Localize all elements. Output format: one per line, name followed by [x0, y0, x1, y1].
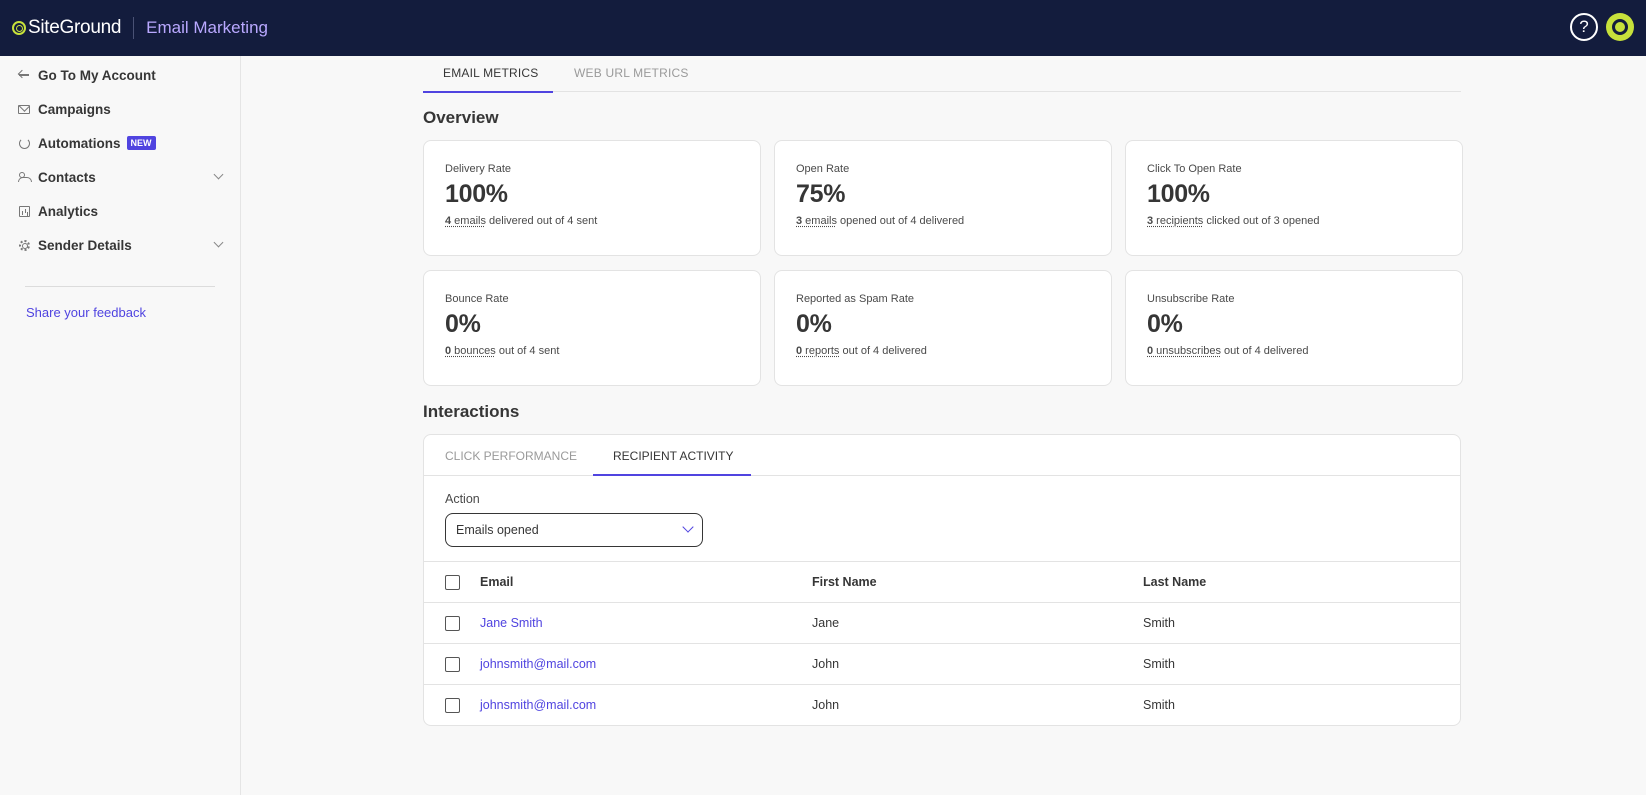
- card-detail: 0 reports out of 4 delivered: [796, 345, 927, 357]
- action-label: Action: [445, 492, 480, 506]
- chevron-down-icon: [682, 521, 694, 533]
- card-label: Open Rate: [796, 163, 850, 175]
- sidebar-item-label: Analytics: [38, 203, 99, 219]
- help-button[interactable]: ?: [1570, 13, 1598, 41]
- overview-title: Overview: [423, 108, 499, 127]
- refresh-icon: [18, 137, 30, 149]
- siteground-logo[interactable]: SiteGround: [12, 17, 121, 39]
- table-row: johnsmith@mail.com John Smith: [424, 684, 1460, 725]
- row-last-name: Smith: [1143, 698, 1175, 712]
- row-email-link[interactable]: johnsmith@mail.com: [480, 657, 597, 671]
- top-header: SiteGround Email Marketing ?: [0, 0, 1646, 56]
- metric-card-delivery-rate: Delivery Rate 100% 4 emails delivered ou…: [423, 140, 761, 256]
- row-first-name: John: [812, 698, 840, 712]
- card-value: 0%: [445, 310, 481, 338]
- card-count-link[interactable]: 0 reports: [796, 345, 840, 357]
- header-divider: [133, 17, 135, 39]
- metric-card-open-rate: Open Rate 75% 3 emails opened out of 4 d…: [774, 140, 1112, 256]
- metric-card-spam-rate: Reported as Spam Rate 0% 0 reports out o…: [774, 270, 1112, 386]
- card-detail: 3 recipients clicked out of 3 opened: [1147, 215, 1320, 227]
- header-email[interactable]: Email: [480, 575, 514, 589]
- metric-card-bounce-rate: Bounce Rate 0% 0 bounces out of 4 sent: [423, 270, 761, 386]
- action-select-value: Emails opened: [456, 523, 539, 537]
- gear-icon: [18, 239, 30, 251]
- card-value: 100%: [1147, 180, 1210, 208]
- card-detail: 3 emails opened out of 4 delivered: [796, 215, 965, 227]
- row-first-name: Jane: [812, 616, 840, 630]
- metric-tabs: EMAIL METRICS WEB URL METRICS: [423, 56, 1461, 93]
- chevron-down-icon: [213, 169, 224, 180]
- tab-recipient-activity[interactable]: RECIPIENT ACTIVITY: [593, 449, 751, 476]
- app-name: Email Marketing: [146, 18, 268, 37]
- card-detail: 0 unsubscribes out of 4 delivered: [1147, 345, 1309, 357]
- recipients-table: Email First Name Last Name Jane Smith Ja…: [424, 561, 1460, 725]
- table-header-row: Email First Name Last Name: [424, 561, 1460, 602]
- sidebar-item-contacts[interactable]: Contacts: [0, 160, 240, 194]
- page-scrollbar[interactable]: [1638, 56, 1646, 795]
- card-value: 0%: [796, 310, 832, 338]
- sidebar-item-label: Contacts: [38, 169, 96, 185]
- sidebar-item-automations[interactable]: Automations NEW: [0, 126, 240, 160]
- tab-click-performance[interactable]: CLICK PERFORMANCE: [445, 449, 578, 463]
- sidebar: Go To My Account Campaigns Automations N…: [0, 56, 241, 795]
- header-last-name[interactable]: Last Name: [1143, 575, 1207, 589]
- tab-email-metrics[interactable]: EMAIL METRICS: [423, 66, 553, 93]
- card-label: Reported as Spam Rate: [796, 293, 915, 305]
- header-first-name[interactable]: First Name: [812, 575, 877, 589]
- action-select[interactable]: Emails opened: [445, 513, 703, 547]
- card-detail: 4 emails delivered out of 4 sent: [445, 215, 598, 227]
- sidebar-item-sender-details[interactable]: Sender Details: [0, 228, 240, 262]
- card-count-link[interactable]: 4 emails: [445, 215, 486, 227]
- card-count-link[interactable]: 3 recipients: [1147, 215, 1204, 227]
- arrow-left-icon: [18, 69, 30, 81]
- row-last-name: Smith: [1143, 657, 1175, 671]
- chart-icon: [18, 205, 30, 217]
- interactions-panel: CLICK PERFORMANCE RECIPIENT ACTIVITY Act…: [423, 434, 1461, 726]
- card-label: Bounce Rate: [445, 293, 509, 305]
- interaction-tabs: CLICK PERFORMANCE RECIPIENT ACTIVITY: [424, 435, 1460, 476]
- tab-web-url-metrics[interactable]: WEB URL METRICS: [574, 66, 689, 80]
- logo-mark-icon: [12, 21, 26, 35]
- card-label: Unsubscribe Rate: [1147, 293, 1235, 305]
- sidebar-item-go-to-account[interactable]: Go To My Account: [0, 58, 240, 92]
- envelope-icon: [18, 103, 30, 115]
- sidebar-item-campaigns[interactable]: Campaigns: [0, 92, 240, 126]
- sidebar-divider: [25, 286, 215, 287]
- interactions-title: Interactions: [423, 402, 520, 421]
- card-count-link[interactable]: 3 emails: [796, 215, 837, 227]
- card-label: Click To Open Rate: [1147, 163, 1242, 175]
- row-checkbox[interactable]: [445, 657, 460, 672]
- card-count-link[interactable]: 0 unsubscribes: [1147, 345, 1221, 357]
- row-checkbox[interactable]: [445, 616, 460, 631]
- row-first-name: John: [812, 657, 840, 671]
- metric-card-click-to-open-rate: Click To Open Rate 100% 3 recipients cli…: [1125, 140, 1463, 256]
- card-value: 75%: [796, 180, 846, 208]
- share-feedback-link[interactable]: Share your feedback: [26, 305, 146, 320]
- sidebar-item-label: Campaigns: [38, 101, 111, 117]
- brand-name: SiteGround: [28, 17, 122, 38]
- users-icon: [18, 171, 32, 183]
- select-all-checkbox[interactable]: [445, 575, 460, 590]
- chevron-down-icon: [213, 237, 224, 248]
- row-email-link[interactable]: johnsmith@mail.com: [480, 698, 597, 712]
- header-actions: ?: [1570, 13, 1634, 41]
- row-last-name: Smith: [1143, 616, 1175, 630]
- sidebar-item-label: Automations: [38, 135, 121, 151]
- card-value: 100%: [445, 180, 508, 208]
- card-count-link[interactable]: 0 bounces: [445, 345, 496, 357]
- table-row: johnsmith@mail.com John Smith: [424, 643, 1460, 684]
- card-detail: 0 bounces out of 4 sent: [445, 345, 560, 357]
- card-label: Delivery Rate: [445, 163, 512, 175]
- account-menu-icon[interactable]: [1606, 13, 1634, 41]
- sidebar-item-analytics[interactable]: Analytics: [0, 194, 240, 228]
- row-email-link[interactable]: Jane Smith: [480, 616, 543, 630]
- card-value: 0%: [1147, 310, 1183, 338]
- table-row: Jane Smith Jane Smith: [424, 602, 1460, 643]
- new-badge: NEW: [126, 136, 156, 150]
- sidebar-item-label: Go To My Account: [38, 67, 156, 83]
- metric-card-unsubscribe-rate: Unsubscribe Rate 0% 0 unsubscribes out o…: [1125, 270, 1463, 386]
- sidebar-item-label: Sender Details: [38, 237, 132, 253]
- row-checkbox[interactable]: [445, 698, 460, 713]
